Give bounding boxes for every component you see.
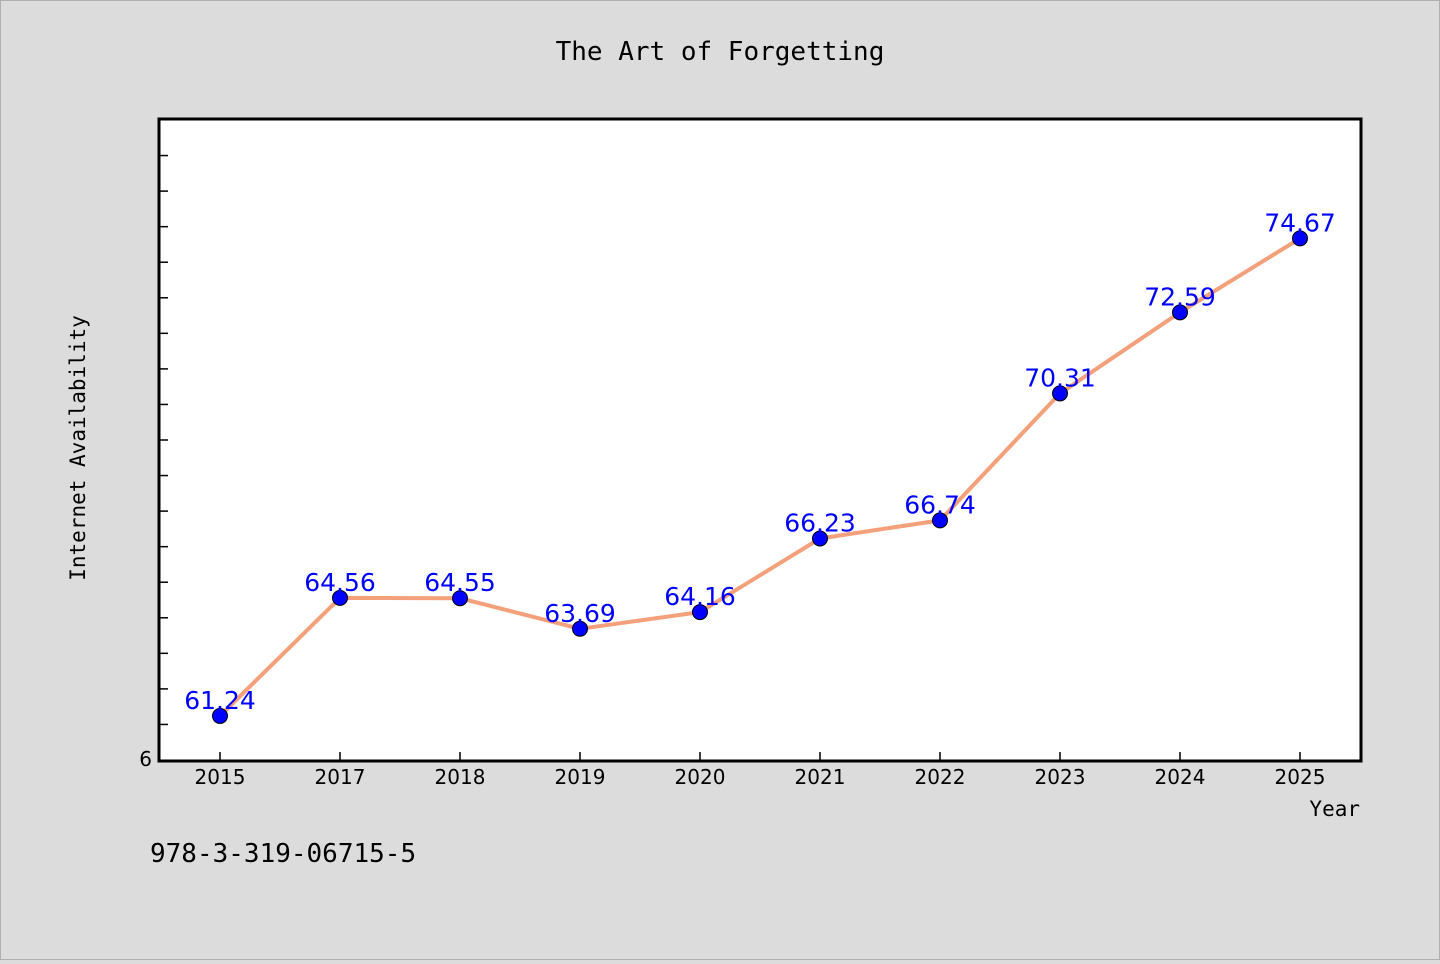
figure-caption: 978-3-319-06715-5 [150, 839, 416, 869]
data-point [212, 707, 228, 724]
x-tick-label: 2015 [195, 765, 246, 789]
y-axis-ticks [160, 154, 168, 726]
data-point [1292, 230, 1308, 247]
chart-title: The Art of Forgetting [556, 37, 885, 67]
data-label: 64.16 [664, 582, 736, 611]
y-axis-title: Internet Availability [66, 315, 90, 581]
data-label: 61.24 [184, 686, 256, 715]
x-tick-label: 2020 [675, 765, 726, 789]
data-label: 63.69 [544, 599, 616, 628]
data-point [932, 512, 948, 529]
data-labels: 61.24 64.56 64.55 63.69 64.16 66.23 66.74 70.31… [184, 208, 1336, 715]
series-markers [212, 230, 1308, 724]
data-label: 64.55 [424, 568, 496, 597]
data-label: 64.56 [304, 568, 376, 597]
x-tick-label: 2018 [435, 765, 486, 789]
data-label: 74.67 [1264, 208, 1336, 237]
x-tick-label: 2024 [1155, 765, 1206, 789]
x-tick-label: 2025 [1275, 765, 1326, 789]
series-line [218, 236, 1302, 718]
data-label: 66.23 [784, 508, 856, 537]
plot-area [157, 117, 1363, 763]
y-tick-label: 6 [139, 747, 152, 771]
data-label: 66.74 [904, 490, 976, 519]
data-label: 72.59 [1144, 282, 1216, 311]
data-point [332, 589, 348, 606]
x-tick-label: 2022 [915, 765, 966, 789]
data-point [572, 620, 588, 637]
data-point [1172, 304, 1188, 321]
x-tick-label: 2019 [555, 765, 606, 789]
x-tick-label: 2023 [1035, 765, 1086, 789]
data-point [1052, 385, 1068, 402]
x-axis-title: Year [1309, 797, 1360, 821]
data-point [692, 604, 708, 621]
data-label: 70.31 [1024, 363, 1096, 392]
x-tick-label: 2017 [315, 765, 366, 789]
data-point [452, 590, 468, 607]
x-tick-label: 2021 [795, 765, 846, 789]
data-point [812, 530, 828, 547]
x-axis-ticks: 2015 2017 2018 2019 2020 2021 2022 2023 2024 2025 [195, 752, 1326, 789]
